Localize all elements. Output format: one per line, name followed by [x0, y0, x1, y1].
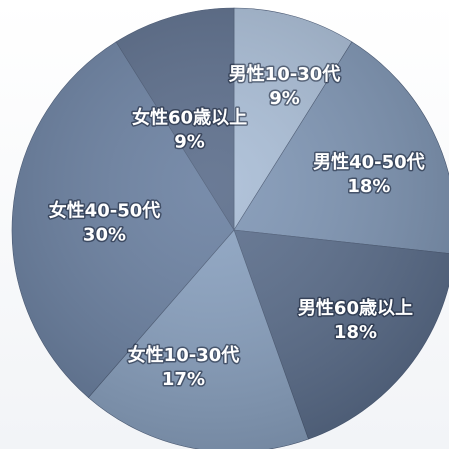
- slice-value-label-4: 17%: [162, 369, 205, 390]
- slice-value-label-2: 18%: [347, 176, 390, 197]
- slice-value-label-3: 18%: [334, 322, 377, 343]
- slice-label-3: 男性60歳以上: [298, 297, 413, 319]
- slice-value-label-1: 9%: [269, 88, 300, 109]
- slice-value-label-6: 9%: [174, 132, 205, 153]
- slice-label-2: 男性40-50代: [313, 151, 425, 173]
- slice-label-4: 女性10-30代: [128, 344, 240, 366]
- slice-label-6: 女性60歳以上: [132, 107, 247, 129]
- slice-value-label-5: 30%: [83, 225, 126, 246]
- slice-label-5: 女性40-50代: [49, 200, 161, 222]
- slice-label-1: 男性10-30代: [229, 63, 341, 85]
- pie-labels: 男性10-30代 9% 男性40-50代 18% 男性60歳以上 18% 女性10-30代 1…: [47, 62, 426, 392]
